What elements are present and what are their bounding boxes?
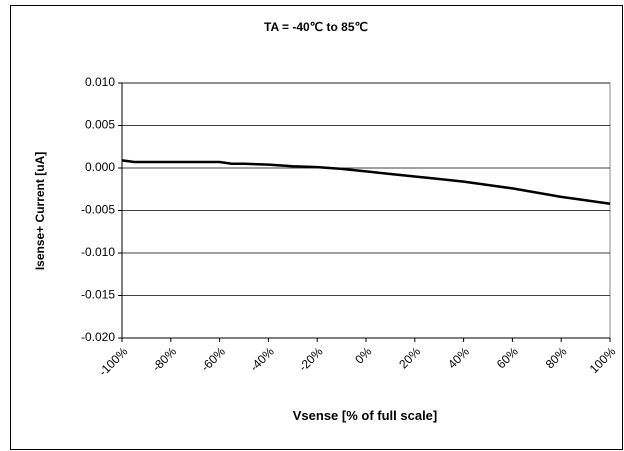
y-axis-label: Isense+ Current [uA]: [33, 152, 47, 270]
y-tick-label: -0.005: [81, 203, 115, 217]
y-tick-label: 0.000: [85, 160, 115, 174]
x-axis-label: Vsense [% of full scale]: [293, 408, 438, 423]
data-line: [121, 159, 611, 205]
y-tick-label: 0.010: [85, 75, 115, 89]
y-tick-label: -0.010: [81, 245, 115, 259]
chart-title: TA = -40℃ to 85℃: [264, 20, 368, 34]
y-tick-label: -0.015: [81, 288, 115, 302]
y-tick-label: 0.005: [85, 118, 115, 132]
y-tick-label: -0.020: [81, 330, 115, 344]
